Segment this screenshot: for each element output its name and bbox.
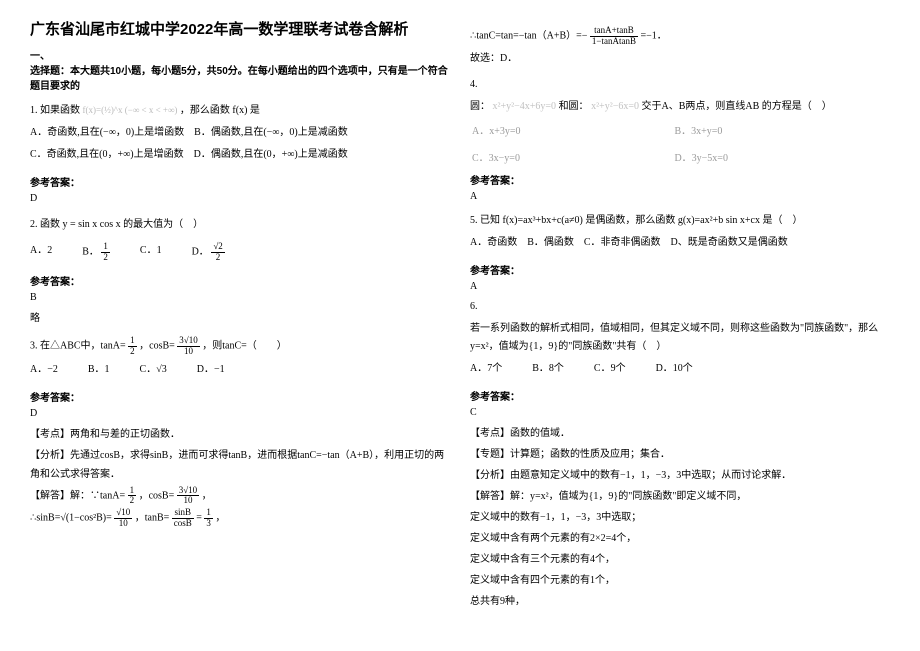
q2-opt-a: A．2 <box>30 242 52 263</box>
q3-j-frac3: √10 10 <box>114 508 132 529</box>
ref-answer-label-6: 参考答案： <box>470 388 890 403</box>
q3-opt-d: D．−1 <box>197 361 225 379</box>
document-page: 广东省汕尾市红城中学2022年高一数学理联考试卷含解析 一、 选择题：本大题共1… <box>0 0 920 631</box>
q1-mid: ，那么函数 f(x) 是 <box>180 105 260 116</box>
q2-opt-c: C．1 <box>140 242 162 263</box>
q2-opt-d: D． √2 2 <box>192 242 225 263</box>
q1-opts-row1: A．奇函数,且在(−∞，0)上是增函数 B．偶函数,且在(−∞，0)上是减函数 <box>30 124 450 142</box>
q2-exp: 略 <box>30 309 450 324</box>
q1-opt-d: D．偶函数,且在(0，+∞)上是减函数 <box>194 149 348 160</box>
q4-circle1-img: x²+y²−4x+6y=0 <box>493 101 557 112</box>
q6-jieda-2: 定义域中的数有−1，1，−3，3中选取； <box>470 508 890 527</box>
q2-d-frac: √2 2 <box>211 242 224 263</box>
q3-j-frac4: sinB cosB <box>172 508 194 529</box>
q3-jieda-2: ∴sinB=√(1−cos²B)= √10 10 ，tanB= sinB cos… <box>30 508 450 529</box>
q1-opt-a: A．奇函数,且在(−∞，0)上是增函数 <box>30 127 184 138</box>
q6-kaodian: 【考点】函数的值域． <box>470 424 890 443</box>
q6-jieda-3: 定义域中含有两个元素的有2×2=4个， <box>470 529 890 548</box>
q3-cont-frac: tanA+tanB 1−tanAtanB <box>590 26 638 47</box>
q5-stem: 5. 已知 f(x)=ax³+bx+c(a≠0) 是偶函数，那么函数 g(x)=… <box>470 212 890 230</box>
q3-frac-b: 3√10 10 <box>177 336 199 357</box>
q4-answer: A <box>470 191 890 202</box>
q1-opts-row2: C．奇函数,且在(0，+∞)上是增函数 D．偶函数,且在(0，+∞)上是减函数 <box>30 146 450 164</box>
doc-title: 广东省汕尾市红城中学2022年高一数学理联考试卷含解析 <box>30 18 450 39</box>
q6-opts: A．7个 B．8个 C．9个 D．10个 <box>470 360 890 378</box>
q6-opt-d: D．10个 <box>656 360 693 378</box>
right-column: ∴tanC=tan=−tan（A+B）=− tanA+tanB 1−tanAta… <box>470 18 890 613</box>
q2-stem: 2. 函数 y = sin x cos x 的最大值为（ ） <box>30 216 450 234</box>
q3-opt-b: B．1 <box>88 361 110 379</box>
part-desc: 选择题：本大题共10小题，每小题5分，共50分。在每小题给出的四个选项中，只有是… <box>30 66 448 92</box>
q3-j-frac2: 3√10 10 <box>177 486 199 507</box>
left-column: 广东省汕尾市红城中学2022年高一数学理联考试卷含解析 一、 选择题：本大题共1… <box>30 18 450 613</box>
q3-stem: 3. 在△ABC中，tanA= 1 2 ，cosB= 3√10 10 ，则tan… <box>30 336 450 357</box>
q3-j-frac1: 1 2 <box>128 486 137 507</box>
q4-stem: 圆： x²+y²−4x+6y=0 和圆： x²+y²−6x=0 交于A、B两点，… <box>470 98 890 116</box>
q6-jieda-4: 定义域中含有三个元素的有4个， <box>470 550 890 569</box>
section-head: 一、 选择题：本大题共10小题，每小题5分，共50分。在每小题给出的四个选项中，… <box>30 49 450 94</box>
ref-answer-label-2: 参考答案： <box>30 273 450 288</box>
q4-opt-d: D．3y−5x=0 <box>674 149 888 164</box>
q6-opt-c: C．9个 <box>594 360 626 378</box>
q1-answer: D <box>30 193 450 204</box>
q3-kaodian: 【考点】两角和与差的正切函数． <box>30 425 450 444</box>
q1-opt-b: B．偶函数,且在(−∞，0)上是减函数 <box>194 127 348 138</box>
q4-opt-c: C．3x−y=0 <box>472 149 672 164</box>
q5-answer: A <box>470 281 890 292</box>
ref-answer-label-4: 参考答案： <box>470 172 890 187</box>
q6-jieda-1: 【解答】解：y=x²，值域为{1，9}的"同族函数"即定义域不同， <box>470 487 890 506</box>
ref-answer-label-3: 参考答案： <box>30 389 450 404</box>
q2-opt-b: B． 1 2 <box>82 242 110 263</box>
q6-stem: 若一系列函数的解析式相同，值域相同，但其定义域不同，则称这些函数为"同族函数"，… <box>470 320 890 356</box>
part-num: 一、 <box>30 51 50 62</box>
q4-num: 4. <box>470 76 890 94</box>
q6-zhuanti: 【专题】计算题；函数的性质及应用；集合． <box>470 445 890 464</box>
q6-jieda-6: 总共有9种， <box>470 592 890 611</box>
q1-formula-image: f(x)=(½)^x (−∞ < x < +∞) <box>83 102 178 118</box>
q1: 1. 如果函数 f(x)=(½)^x (−∞ < x < +∞) ，那么函数 f… <box>30 102 450 120</box>
q4-circle2-img: x²+y²−6x=0 <box>591 101 639 112</box>
q6-num: 6. <box>470 298 890 316</box>
q1-opt-c: C．奇函数,且在(0，+∞)上是增函数 <box>30 149 184 160</box>
ref-answer-label-5: 参考答案： <box>470 262 890 277</box>
q3-opt-a: A．−2 <box>30 361 58 379</box>
q3-cont-1: ∴tanC=tan=−tan（A+B）=− tanA+tanB 1−tanAta… <box>470 26 890 47</box>
q4-opts-table: A．x+3y=0 B．3x+y=0 C．3x−y=0 D．3y−5x=0 <box>470 120 890 166</box>
q3-answer: D <box>30 408 450 419</box>
q5-opts: A．奇函数 B．偶函数 C．非奇非偶函数 D、既是奇函数又是偶函数 <box>470 234 890 252</box>
q3-fenxi: 【分析】先通过cosB，求得sinB，进而可求得tanB，进而根据tanC=−t… <box>30 446 450 484</box>
q3-j-frac5: 1 3 <box>204 508 213 529</box>
q6-jieda-5: 定义域中含有四个元素的有1个， <box>470 571 890 590</box>
q2-b-frac: 1 2 <box>101 242 110 263</box>
ref-answer-label-1: 参考答案： <box>30 174 450 189</box>
q2-opts: A．2 B． 1 2 C．1 D． √2 2 <box>30 242 450 263</box>
q4-opt-a: A．x+3y=0 <box>472 122 672 137</box>
q3-opt-c: C．√3 <box>140 361 167 379</box>
q4-opt-b: B．3x+y=0 <box>674 122 888 137</box>
q3-jieda-1: 【解答】解：∵tanA= 1 2 ，cosB= 3√10 10 ， <box>30 486 450 507</box>
q3-frac-a: 1 2 <box>128 336 137 357</box>
q6-opt-a: A．7个 <box>470 360 502 378</box>
q6-answer: C <box>470 407 890 418</box>
q6-opt-b: B．8个 <box>532 360 564 378</box>
q6-fenxi: 【分析】由题意知定义域中的数有−1，1，−3，3中选取；从而讨论求解． <box>470 466 890 485</box>
q3-cont-2: 故选：D． <box>470 49 890 68</box>
q1-pre: 1. 如果函数 <box>30 105 83 116</box>
q2-answer: B <box>30 292 450 303</box>
q3-opts: A．−2 B．1 C．√3 D．−1 <box>30 361 450 379</box>
